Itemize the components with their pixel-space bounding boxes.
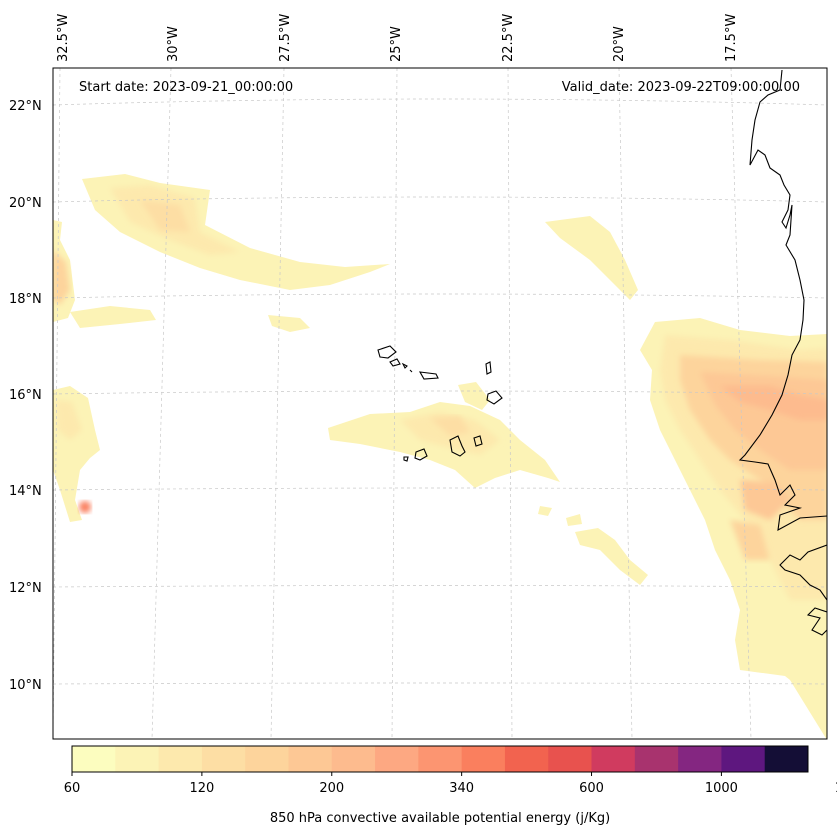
colorbar-tick-label: 60 (64, 781, 81, 796)
colorbar-tick-label: 120 (189, 781, 214, 796)
meridian (730, 68, 752, 739)
cape-patch (566, 514, 582, 526)
cape-patch (268, 315, 310, 332)
meridian (53, 68, 61, 739)
island (377, 345, 397, 359)
longitude-label: 17.5°W (724, 14, 739, 62)
colorbar-cell (591, 746, 636, 772)
parallel (53, 682, 827, 685)
cape-patch (575, 528, 648, 585)
parallel (53, 390, 827, 395)
colorbar-cell (721, 746, 766, 772)
island (418, 371, 439, 380)
longitude-label: 25°W (389, 26, 404, 62)
latitude-label: 20°N (9, 196, 42, 211)
colorbar-cell (158, 746, 203, 772)
coastline-africa (779, 544, 827, 601)
island (473, 435, 483, 447)
colorbar: 60 120 200 340 600 1000 1750 850 hPa convectiv… (64, 745, 837, 826)
island (403, 456, 409, 462)
start-date-label: Start date: 2023-09-21_00:00:00 (79, 80, 293, 95)
longitude-label: 32.5°W (56, 14, 71, 62)
colorbar-tick-label: 1750 (835, 781, 837, 796)
latitude-label: 14°N (9, 484, 42, 499)
colorbar-cell (461, 746, 506, 772)
latitude-label: 18°N (9, 292, 42, 307)
colorbar-cell (115, 746, 160, 772)
longitude-label: 22.5°W (501, 14, 516, 62)
cape-region-northwest-band (82, 174, 390, 290)
cape-region-west-edge (53, 220, 156, 522)
colorbar-cell (678, 746, 722, 772)
colorbar-tick-label: 600 (579, 781, 604, 796)
colorbar-cells (72, 746, 809, 772)
latitude-labels: 22°N 20°N 18°N 16°N 14°N 12°N 10°N (9, 99, 42, 693)
colorbar-cell (375, 746, 419, 772)
island (449, 435, 466, 457)
longitude-label: 27.5°W (278, 14, 293, 62)
cape-patch (545, 216, 638, 300)
island (485, 361, 492, 375)
parallel (53, 98, 827, 106)
island (401, 362, 408, 369)
colorbar-cell (72, 746, 116, 772)
latitude-label: 10°N (9, 678, 42, 693)
cape-patch (458, 382, 490, 410)
colorbar-cell (418, 746, 463, 772)
colorbar-cell (331, 746, 376, 772)
meridian (151, 68, 172, 739)
parallel (53, 293, 827, 299)
colorbar-cell (764, 746, 809, 772)
colorbar-tick-label: 340 (449, 781, 474, 796)
colorbar-tick-label: 1000 (705, 781, 738, 796)
meridian (507, 68, 513, 739)
cape-shading (53, 174, 827, 739)
colorbar-ticks: 60 120 200 340 600 1000 1750 (64, 772, 837, 796)
cape-region-west-africa (640, 318, 827, 739)
longitude-label: 20°W (612, 26, 627, 62)
gridlines (53, 68, 827, 739)
coastlines (377, 69, 827, 636)
parallel (53, 585, 827, 588)
colorbar-tick-label: 200 (319, 781, 344, 796)
colorbar-cell (548, 746, 593, 772)
latitude-label: 22°N (9, 99, 42, 114)
valid-date-label: Valid_date: 2023-09-22T09:00:00.00 (562, 80, 800, 95)
coastline-africa (738, 69, 827, 532)
colorbar-cell (201, 746, 246, 772)
longitude-label: 30°W (166, 26, 181, 62)
latitude-label: 16°N (9, 388, 42, 403)
cape-patch (538, 506, 552, 516)
latitude-label: 12°N (9, 581, 42, 596)
island (409, 369, 413, 373)
longitude-labels: 32.5°W 30°W 27.5°W 25°W 22.5°W 20°W 17.5… (56, 14, 739, 62)
meridian (270, 68, 285, 739)
colorbar-cell (288, 746, 333, 772)
colorbar-cell (245, 746, 289, 772)
meridian (618, 68, 633, 739)
island (486, 390, 503, 405)
parallel (53, 487, 827, 491)
parallel (53, 196, 827, 203)
map-frame (52, 67, 828, 740)
island (389, 358, 401, 367)
colorbar-cell (504, 746, 549, 772)
island (414, 448, 428, 461)
colorbar-frame (71, 745, 809, 773)
meridian (391, 68, 398, 739)
coastline-africa (806, 607, 827, 636)
colorbar-title: 850 hPa convective available potential e… (270, 811, 610, 826)
colorbar-cell (634, 746, 679, 772)
